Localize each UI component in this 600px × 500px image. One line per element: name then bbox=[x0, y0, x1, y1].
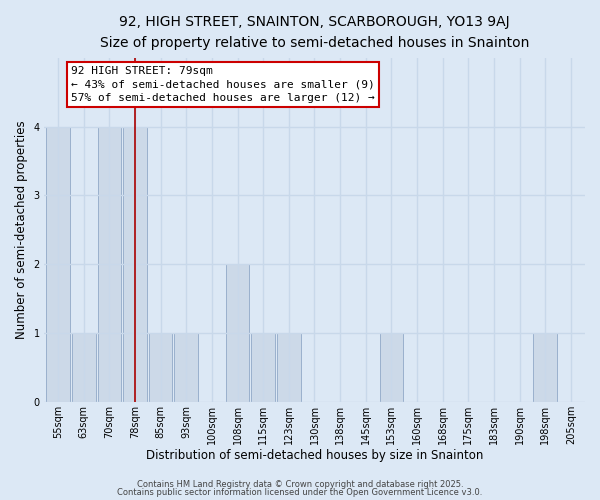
Bar bbox=[251, 333, 275, 402]
Bar bbox=[98, 126, 121, 402]
Bar bbox=[46, 126, 70, 402]
Bar bbox=[277, 333, 301, 402]
Y-axis label: Number of semi-detached properties: Number of semi-detached properties bbox=[15, 120, 28, 339]
Text: 92 HIGH STREET: 79sqm
← 43% of semi-detached houses are smaller (9)
57% of semi-: 92 HIGH STREET: 79sqm ← 43% of semi-deta… bbox=[71, 66, 374, 103]
Title: 92, HIGH STREET, SNAINTON, SCARBOROUGH, YO13 9AJ
Size of property relative to se: 92, HIGH STREET, SNAINTON, SCARBOROUGH, … bbox=[100, 15, 529, 50]
Bar bbox=[533, 333, 557, 402]
Text: Contains public sector information licensed under the Open Government Licence v3: Contains public sector information licen… bbox=[118, 488, 482, 497]
Bar bbox=[175, 333, 198, 402]
Bar bbox=[149, 333, 172, 402]
Bar bbox=[380, 333, 403, 402]
Bar bbox=[226, 264, 250, 402]
Bar bbox=[123, 126, 147, 402]
X-axis label: Distribution of semi-detached houses by size in Snainton: Distribution of semi-detached houses by … bbox=[146, 450, 483, 462]
Text: Contains HM Land Registry data © Crown copyright and database right 2025.: Contains HM Land Registry data © Crown c… bbox=[137, 480, 463, 489]
Bar bbox=[72, 333, 95, 402]
